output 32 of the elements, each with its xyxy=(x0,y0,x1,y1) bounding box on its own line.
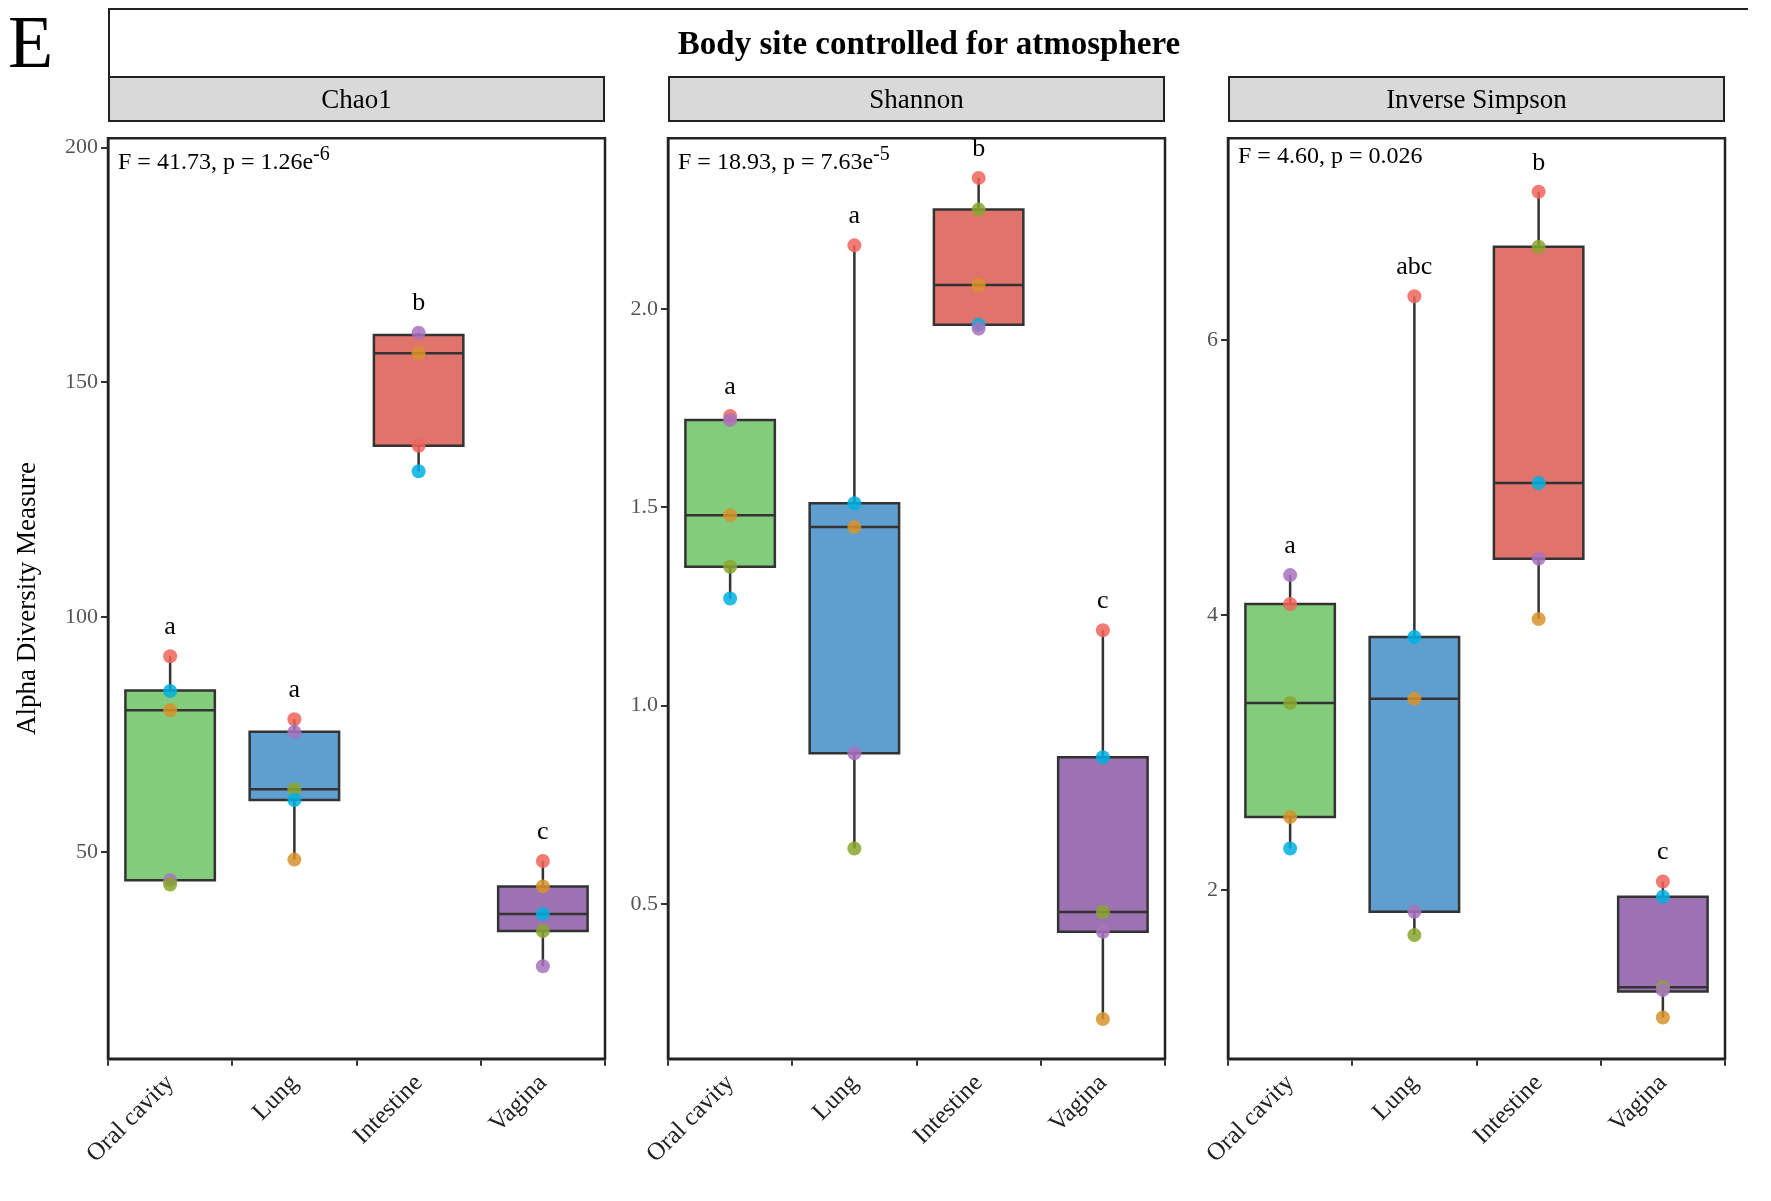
y-axis-title: Alpha Diversity Measure xyxy=(11,462,42,735)
y-tick-label: 50 xyxy=(76,837,98,863)
y-tick-label: 200 xyxy=(65,133,98,159)
y-tick-label: 1.5 xyxy=(630,493,658,518)
annotation: b xyxy=(1532,146,1546,176)
annotation: a xyxy=(848,200,861,230)
annotation: a xyxy=(164,611,177,641)
annotation: abc xyxy=(1396,251,1433,281)
annotation: b xyxy=(972,132,986,162)
y-tick-label: 2 xyxy=(1207,875,1218,901)
y-tick-label: 1.0 xyxy=(630,691,658,717)
y-tick-label: 4 xyxy=(1207,600,1218,626)
y-tick-label: 2.0 xyxy=(630,294,658,320)
annotation: F = 41.73, p = 1.26e$^{-6}$ xyxy=(118,142,330,176)
annotation: c xyxy=(537,815,549,845)
chart-title: Inverse Simpson xyxy=(1228,76,1725,122)
annotation: F = 18.93, p = 7.63e$^{-5}$ xyxy=(678,142,890,176)
y-tick-label: 6 xyxy=(1207,325,1218,351)
annotation: a xyxy=(1284,529,1297,559)
annotation: c xyxy=(1097,585,1109,615)
y-tick-label: 100 xyxy=(65,603,98,629)
annotation: F = 4.60, p = 0.026 xyxy=(1238,142,1423,170)
y-tick-label: 0.5 xyxy=(630,889,658,915)
text: E xyxy=(8,1,55,83)
annotation: a xyxy=(288,674,301,704)
chart-title: Shannon xyxy=(668,76,1165,122)
annotation: c xyxy=(1657,836,1669,866)
y-tick-label: 150 xyxy=(65,368,98,394)
text: Body site controlled for atmosphere xyxy=(108,8,1748,76)
chart-title: Chao1 xyxy=(108,76,605,122)
annotation: b xyxy=(412,287,426,317)
annotation: a xyxy=(724,370,737,400)
